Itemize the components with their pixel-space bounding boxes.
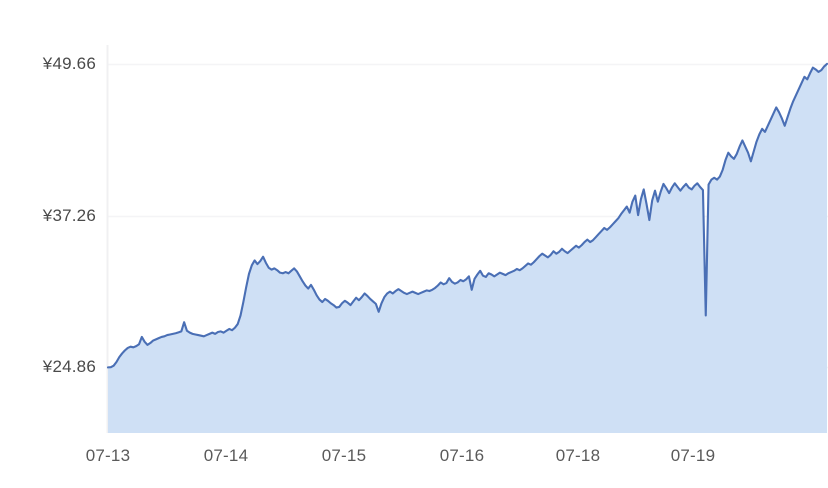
x-tick-label-3: 07-16: [439, 446, 485, 465]
x-tick-label-4: 07-18: [555, 446, 601, 465]
price-line: [106, 62, 828, 369]
area-fill: [108, 63, 827, 433]
y-tick-0: ¥49.66: [0, 54, 96, 74]
y-tick-label: ¥37.26: [42, 205, 96, 225]
x-tick-label-2: 07-15: [321, 446, 367, 465]
y-tick-label: ¥24.86: [42, 357, 96, 377]
y-tick-1: ¥37.26: [0, 206, 96, 226]
y-tick-2: ¥24.86: [0, 357, 96, 377]
x-tick-label-5: 07-19: [670, 446, 716, 465]
x-tick-label-0: 07-13: [85, 446, 131, 465]
y-tick-label: ¥49.66: [42, 53, 96, 73]
x-tick-label-1: 07-14: [203, 446, 249, 465]
